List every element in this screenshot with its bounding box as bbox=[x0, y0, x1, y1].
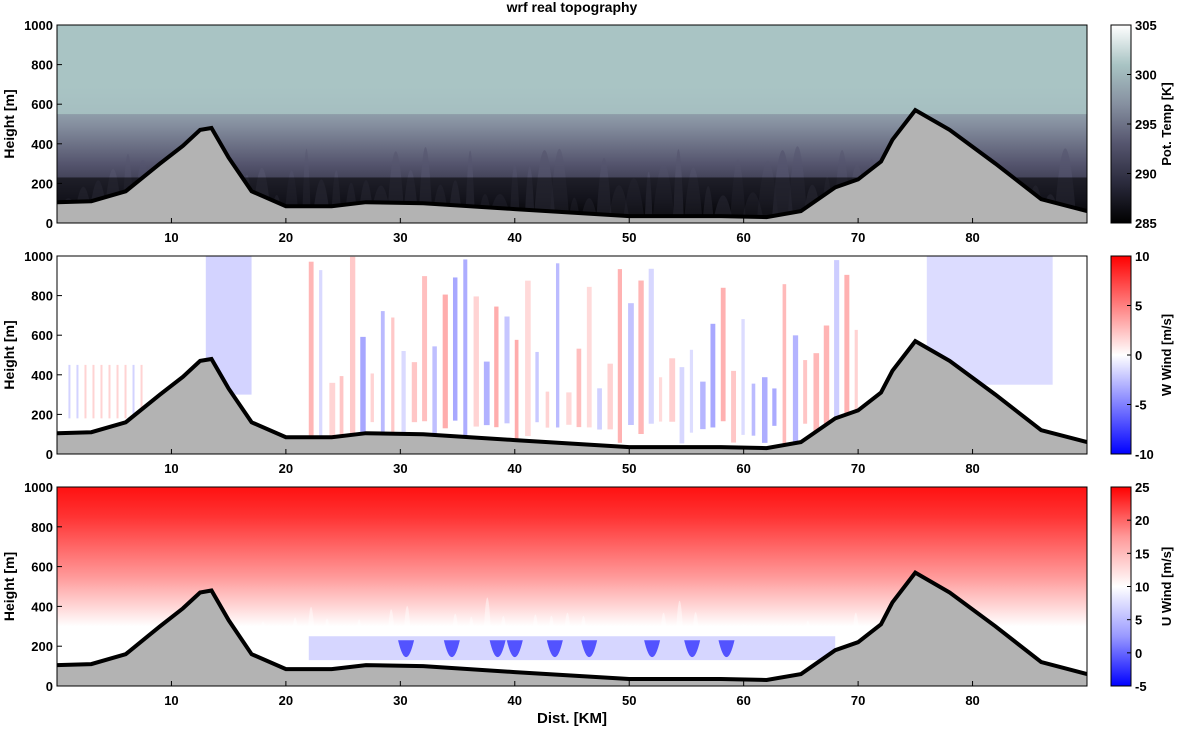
potential-temperature-panel: 0 200 400 600 800 1000 10 20 30 40 50 60 70 80 Height … bbox=[1, 18, 1174, 245]
x-tick-label: 50 bbox=[622, 693, 636, 708]
colorbar-tick-label: 0 bbox=[1135, 348, 1142, 363]
colorbar-tick-label: 5 bbox=[1135, 299, 1142, 314]
terrain-outline bbox=[57, 338, 1087, 451]
colorbar-label: U Wind [m/s] bbox=[1159, 547, 1174, 626]
x-tick-label: 80 bbox=[965, 230, 979, 245]
plot-frame bbox=[56, 486, 1088, 687]
colorbar-tick-label: 25 bbox=[1135, 480, 1149, 495]
colorbar-label: W Wind [m/s] bbox=[1159, 314, 1174, 396]
x-tick-label: 10 bbox=[164, 693, 178, 708]
y-axis-label: Height [m] bbox=[1, 320, 17, 389]
y-tick-label: 0 bbox=[46, 679, 53, 694]
y-tick-label: 1000 bbox=[24, 18, 53, 33]
x-tick-label: 40 bbox=[508, 693, 522, 708]
x-tick-label: 20 bbox=[279, 461, 293, 476]
x-tick-label: 50 bbox=[622, 230, 636, 245]
x-tick-label: 30 bbox=[393, 461, 407, 476]
x-tick-label: 80 bbox=[965, 461, 979, 476]
colorbar-tick-label: 0 bbox=[1135, 646, 1142, 661]
terrain-fill bbox=[57, 572, 1087, 686]
y-axis-label: Height [m] bbox=[1, 89, 17, 158]
x-tick-label: 40 bbox=[508, 461, 522, 476]
x-tick-label: 60 bbox=[736, 461, 750, 476]
y-tick-label: 800 bbox=[31, 289, 53, 304]
plot-frame bbox=[56, 255, 1088, 455]
x-tick-label: 60 bbox=[736, 693, 750, 708]
y-tick-label: 1000 bbox=[24, 480, 53, 495]
colorbar-tick-label: -5 bbox=[1135, 679, 1147, 694]
x-tick-label: 10 bbox=[164, 230, 178, 245]
plot-frame bbox=[56, 24, 1088, 224]
colorbar-tick-label: 20 bbox=[1135, 513, 1149, 528]
colorbar-tick-label: 15 bbox=[1135, 546, 1149, 561]
y-tick-label: 600 bbox=[31, 97, 53, 112]
colorbar-tick-label: 10 bbox=[1135, 580, 1149, 595]
x-tick-label: 70 bbox=[851, 461, 865, 476]
x-tick-label: 40 bbox=[508, 230, 522, 245]
colorbar-tick-label: 5 bbox=[1135, 613, 1142, 628]
terrain-outline bbox=[57, 569, 1087, 683]
y-tick-label: 400 bbox=[31, 368, 53, 383]
x-tick-label: 60 bbox=[736, 230, 750, 245]
x-tick-label: 20 bbox=[279, 230, 293, 245]
y-tick-label: 0 bbox=[46, 216, 53, 231]
colorbar-tick-label: 285 bbox=[1135, 216, 1157, 231]
x-tick-label: 50 bbox=[622, 461, 636, 476]
colorbar-tick-label: 290 bbox=[1135, 167, 1157, 182]
colorbar-label: Pot. Temp [K] bbox=[1159, 82, 1174, 166]
y-tick-label: 800 bbox=[31, 520, 53, 535]
colorbar-tick-label: 295 bbox=[1135, 117, 1157, 132]
colorbar-tick-label: 10 bbox=[1135, 249, 1149, 264]
x-tick-label: 20 bbox=[279, 693, 293, 708]
y-tick-label: 200 bbox=[31, 407, 53, 422]
x-tick-label: 10 bbox=[164, 461, 178, 476]
x-tick-label: 30 bbox=[393, 230, 407, 245]
y-tick-label: 600 bbox=[31, 560, 53, 575]
y-tick-label: 1000 bbox=[24, 249, 53, 264]
colorbar-tick-label: 305 bbox=[1135, 18, 1157, 33]
colorbar-tick-label: -5 bbox=[1135, 398, 1147, 413]
x-tick-label: 70 bbox=[851, 230, 865, 245]
y-tick-label: 400 bbox=[31, 137, 53, 152]
colorbar-tick-label: -10 bbox=[1135, 447, 1154, 462]
figure-title: wrf real topography bbox=[506, 0, 638, 15]
y-axis-label: Height [m] bbox=[1, 552, 17, 621]
y-tick-label: 600 bbox=[31, 328, 53, 343]
colorbar-tick-label: 300 bbox=[1135, 68, 1157, 83]
y-tick-label: 0 bbox=[46, 447, 53, 462]
terrain-fill bbox=[57, 341, 1087, 454]
x-tick-label: 80 bbox=[965, 693, 979, 708]
y-tick-label: 200 bbox=[31, 176, 53, 191]
x-tick-label: 70 bbox=[851, 693, 865, 708]
y-tick-label: 400 bbox=[31, 599, 53, 614]
y-tick-label: 800 bbox=[31, 58, 53, 73]
terrain-fill bbox=[57, 110, 1087, 223]
terrain-outline bbox=[57, 107, 1087, 220]
y-tick-label: 200 bbox=[31, 639, 53, 654]
x-tick-label: 30 bbox=[393, 693, 407, 708]
x-axis-label: Dist. [KM] bbox=[537, 710, 607, 727]
